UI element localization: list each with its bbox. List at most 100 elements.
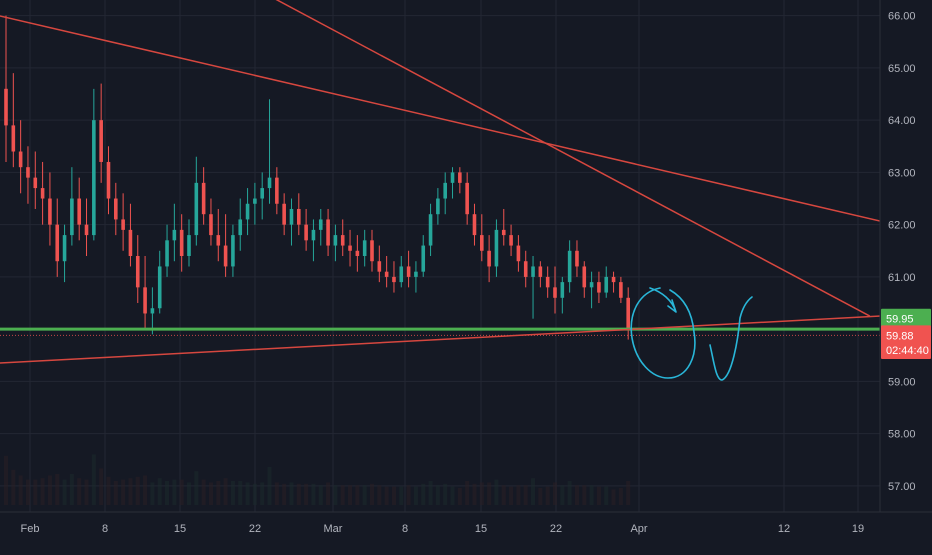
candle-body xyxy=(377,261,382,272)
candle-body xyxy=(436,198,440,215)
candle-body xyxy=(128,229,133,256)
candle-body xyxy=(399,266,404,283)
time-axis[interactable]: Feb 8 15 22 Mar 8 15 22 Apr 12 19 xyxy=(0,511,932,550)
candle-body xyxy=(443,182,447,199)
volume-bar xyxy=(589,485,594,505)
volume-bar xyxy=(604,486,609,505)
candle-body xyxy=(201,182,206,215)
price-axis[interactable]: 57.0058.0059.0060.0061.0062.0063.0064.00… xyxy=(879,0,932,512)
volume-bar xyxy=(574,485,579,505)
candle-body xyxy=(84,224,89,236)
candle-body xyxy=(223,245,228,267)
candle-body xyxy=(216,235,221,246)
volume-bar xyxy=(77,478,82,505)
hand-annotations xyxy=(630,287,753,381)
candle-body xyxy=(99,120,103,162)
candle-body xyxy=(157,266,162,309)
candle-body xyxy=(348,245,352,251)
volume-bar xyxy=(289,482,294,505)
volume-bar xyxy=(421,483,426,505)
candle-body xyxy=(545,276,550,288)
volume-bar xyxy=(494,479,499,505)
candle-body xyxy=(62,235,67,262)
candle-body xyxy=(575,250,579,267)
candle-body xyxy=(297,208,301,225)
volume-bar xyxy=(553,482,557,505)
candle-body xyxy=(509,235,513,246)
volume-bar xyxy=(516,485,521,505)
candle-body xyxy=(231,235,235,267)
volume-bar xyxy=(282,483,287,505)
candle-body xyxy=(4,88,8,126)
price-label-tag xyxy=(881,325,931,346)
volume-bar xyxy=(384,486,389,505)
volume-bar xyxy=(472,483,477,505)
volume-bar xyxy=(487,482,492,505)
candle-body xyxy=(48,198,52,225)
time-tick-label: 8 xyxy=(102,523,108,535)
candle-body xyxy=(70,198,74,236)
volume-bar xyxy=(457,488,462,505)
volume-bar xyxy=(33,479,38,505)
volume-bar xyxy=(260,482,265,505)
candle-body xyxy=(33,177,38,189)
volume-bar xyxy=(230,481,235,505)
price-tick-label: 57.00 xyxy=(888,481,916,493)
volume-bar xyxy=(443,483,448,505)
time-tick-label: Mar xyxy=(324,523,343,535)
candle-body xyxy=(333,235,338,246)
price-axis-bg xyxy=(880,0,932,512)
volume-bar xyxy=(523,485,528,505)
candle-body xyxy=(106,161,111,199)
candle-body xyxy=(26,167,30,178)
candle-body xyxy=(626,297,630,330)
volume-bar xyxy=(106,476,111,505)
volume-bar xyxy=(428,481,433,505)
volume-bar xyxy=(121,479,126,505)
candle-body xyxy=(92,120,96,236)
volume-bar xyxy=(582,485,587,505)
volume-bar xyxy=(172,479,177,505)
candle-body xyxy=(304,224,308,241)
volume-bar xyxy=(143,475,148,505)
arrow-annotation xyxy=(649,287,677,313)
price-tick-label: 64.00 xyxy=(888,115,916,127)
volume-bar xyxy=(150,482,155,505)
price-tick-label: 61.00 xyxy=(888,272,916,284)
volume-bar xyxy=(55,474,60,505)
candle-body xyxy=(560,282,565,298)
time-tick-label: 12 xyxy=(778,523,790,535)
price-label-tag xyxy=(881,341,931,360)
candle-body xyxy=(582,266,587,288)
candle-body xyxy=(282,203,286,225)
candle-body xyxy=(501,229,506,236)
price-tick-label: 62.00 xyxy=(888,220,916,232)
candle-body xyxy=(538,266,543,277)
candle-body xyxy=(179,229,184,256)
volume-bar xyxy=(179,479,184,505)
candle-body xyxy=(245,203,250,220)
volume-bar xyxy=(201,479,206,505)
candle-body xyxy=(480,235,484,251)
volume-shadow xyxy=(4,454,631,505)
candle-body xyxy=(18,151,23,168)
volume-bar xyxy=(223,478,228,505)
volume-bar xyxy=(355,485,360,505)
volume-bar xyxy=(626,481,631,505)
volume-bar xyxy=(391,486,396,505)
time-tick-label: 19 xyxy=(852,523,864,535)
candle-body xyxy=(458,172,462,183)
volume-bar xyxy=(99,468,104,505)
price-tick-label: 63.00 xyxy=(888,167,916,179)
volume-bar xyxy=(560,485,565,505)
candle-body xyxy=(238,219,243,236)
volume-bar xyxy=(25,479,30,505)
candle-body xyxy=(589,282,594,288)
candle-body xyxy=(165,240,169,267)
volume-bar xyxy=(501,485,506,505)
candle-body xyxy=(428,214,433,246)
volume-bar xyxy=(4,455,8,505)
volume-bar xyxy=(399,486,404,505)
time-tick-label: Apr xyxy=(630,523,647,535)
